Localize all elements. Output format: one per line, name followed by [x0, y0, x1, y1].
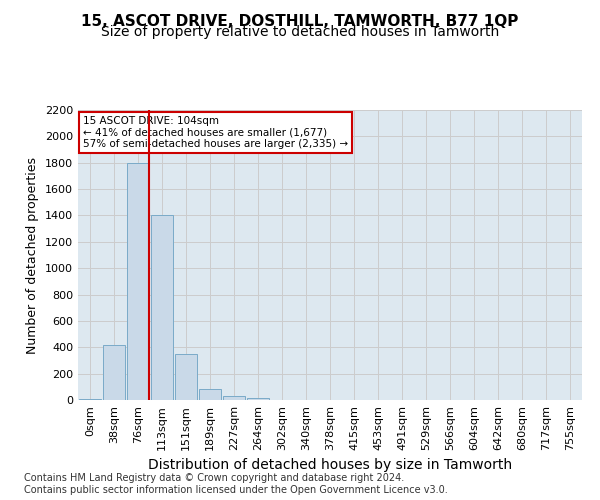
Bar: [199, 390, 221, 400]
Text: 15, ASCOT DRIVE, DOSTHILL, TAMWORTH, B77 1QP: 15, ASCOT DRIVE, DOSTHILL, TAMWORTH, B77…: [82, 14, 518, 29]
Bar: [223, 396, 245, 400]
Bar: [79, 398, 101, 400]
Bar: [127, 162, 149, 400]
Bar: [247, 398, 269, 400]
Bar: [175, 354, 197, 400]
Bar: [103, 344, 125, 400]
Text: Contains HM Land Registry data © Crown copyright and database right 2024.
Contai: Contains HM Land Registry data © Crown c…: [24, 474, 448, 495]
Text: Size of property relative to detached houses in Tamworth: Size of property relative to detached ho…: [101, 25, 499, 39]
Y-axis label: Number of detached properties: Number of detached properties: [26, 156, 40, 354]
Text: 15 ASCOT DRIVE: 104sqm
← 41% of detached houses are smaller (1,677)
57% of semi-: 15 ASCOT DRIVE: 104sqm ← 41% of detached…: [83, 116, 348, 149]
X-axis label: Distribution of detached houses by size in Tamworth: Distribution of detached houses by size …: [148, 458, 512, 472]
Bar: [151, 216, 173, 400]
